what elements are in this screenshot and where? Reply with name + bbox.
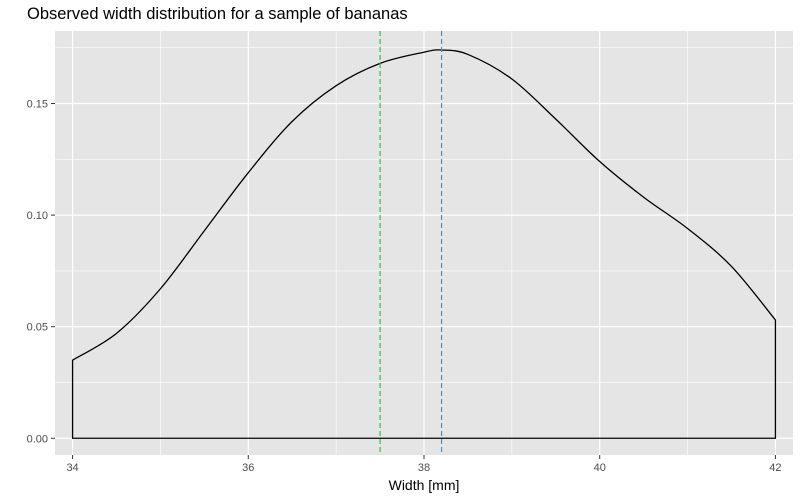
density-layer <box>71 49 777 439</box>
reference-lines <box>379 31 443 455</box>
x-tick-label: 40 <box>594 462 606 474</box>
x-axis-title: Width [mm] <box>389 477 460 493</box>
density-curve <box>71 49 777 439</box>
chart-title: Observed width distribution for a sample… <box>27 5 408 23</box>
x-tick-label: 42 <box>769 462 781 474</box>
axes: 34 36 38 40 42 0.00 0.05 0.10 0.15 <box>27 99 782 474</box>
x-tick-label: 38 <box>418 462 430 474</box>
y-tick-label: 0.05 <box>27 322 48 334</box>
y-tick-label: 0.10 <box>27 210 48 222</box>
x-tick-label: 34 <box>66 462 78 474</box>
x-tick-label: 36 <box>242 462 254 474</box>
y-tick-label: 0.00 <box>27 433 48 445</box>
y-tick-label: 0.15 <box>27 99 48 111</box>
